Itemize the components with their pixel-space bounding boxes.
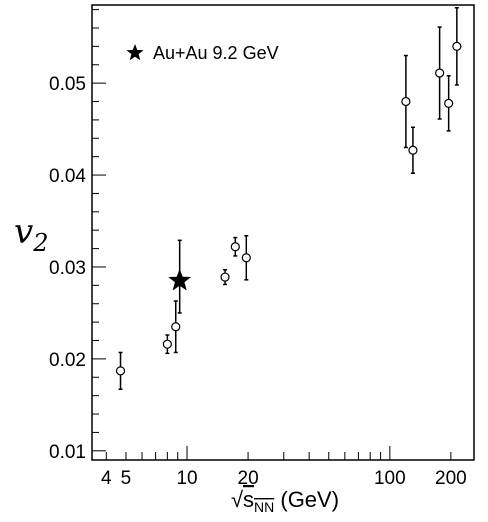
x-axis-label-prefix: √ [231,487,244,512]
x-tick-label: 10 [176,468,197,489]
legend-label: Au+Au 9.2 GeV [153,43,279,63]
y-tick-label: 0.04 [49,166,86,187]
axes [91,4,475,461]
data-point [408,145,418,155]
x-axis-label-suffix: (GeV) [274,487,339,512]
x-tick-label: 5 [121,468,132,489]
legend: Au+Au 9.2 GeV [126,43,279,63]
data-point [171,322,181,332]
x-axis-label: √sNN (GeV) [231,487,339,515]
data-point [115,366,126,376]
y-axis-label-sub: 2 [32,229,48,257]
data-point [241,253,251,263]
ticks: 4 5 10 20 100 200 0.01 0.02 0.03 0.04 0.05 [49,9,467,489]
data-point [452,41,462,51]
data-point [444,98,454,108]
data-point [162,339,172,349]
x-axis-label-sub: NN [254,499,274,515]
x-tick-label: 4 [101,468,112,489]
legend-star-marker [126,44,144,61]
x-axis-label-main: s [243,487,254,512]
plot-frame [91,4,475,461]
data-point-star [168,268,192,291]
data-point [401,96,411,107]
data-point [220,272,230,282]
data-point [230,242,240,252]
x-tick-label: 200 [435,468,467,489]
x-tick-label: 100 [374,468,406,489]
data-point [435,68,445,78]
y-tick-label: 0.01 [49,442,86,463]
data-marks [115,7,462,390]
y-tick-label: 0.03 [49,258,86,279]
y-axis-label-main: v [14,212,33,252]
y-axis-label: v2 [14,212,49,257]
y-tick-label: 0.02 [49,350,86,371]
y-tick-label: 0.05 [49,74,86,95]
x-tick-label: 20 [238,468,259,489]
